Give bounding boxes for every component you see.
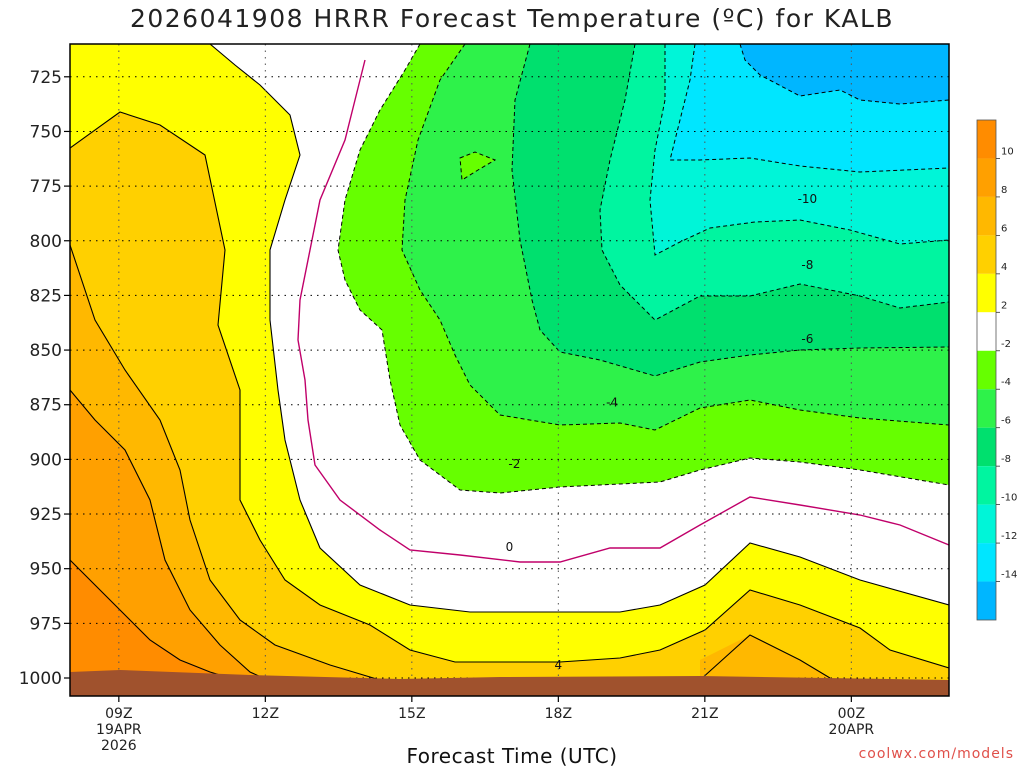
colorbar-swatch <box>977 312 996 351</box>
contour-labels: -10 -8 -6 -4 -2 0 4 <box>506 192 818 672</box>
colorbar-swatch <box>977 389 996 428</box>
contour-8 <box>70 389 291 691</box>
colorbar-label: -12 <box>1001 531 1017 542</box>
positive-contours <box>70 44 949 691</box>
y-axis: 725 750 775 800 825 850 875 900 925 950 975 1000 <box>19 68 70 689</box>
x-axis-label: Forecast Time (UTC) <box>406 744 618 768</box>
contour-2 <box>209 44 949 613</box>
x-tick-label: 12Z <box>252 706 279 722</box>
contour-label: -8 <box>801 258 813 272</box>
colorbar-frame <box>976 119 997 621</box>
colorbar-swatch <box>977 120 996 159</box>
contour-label: 0 <box>506 540 514 554</box>
colorbar-swatch <box>977 235 996 274</box>
chart-title: 2026041908 HRRR Forecast Temperature (ºC… <box>129 4 895 33</box>
colorbar: 10 8 6 4 2 -2 -4 -6 -8 -10 -12 -14 <box>976 119 1017 621</box>
contour-label: -4 <box>606 396 618 410</box>
y-tick-label: 825 <box>30 286 62 306</box>
y-tick-label: 950 <box>30 560 62 580</box>
colorbar-label: 10 <box>1001 146 1014 157</box>
colorbar-swatch <box>977 196 996 236</box>
contour-m12 <box>669 44 949 173</box>
colorbar-label: -14 <box>1001 570 1017 581</box>
colorbar-swatch <box>977 543 996 582</box>
negative-contours <box>337 44 949 494</box>
colorbar-label: 6 <box>1001 223 1007 234</box>
y-tick-label: 850 <box>30 341 62 361</box>
colorbar-swatch <box>977 427 996 467</box>
contour-label: 4 <box>555 658 563 672</box>
fill-cold-pocket <box>460 152 495 180</box>
x-tick-sublabel: 2026 <box>101 738 137 754</box>
plot-area <box>70 44 949 696</box>
colorbar-label: -4 <box>1001 377 1011 388</box>
grid-lines <box>70 44 949 696</box>
contour-m8 <box>599 44 949 321</box>
colorbar-label: -10 <box>1001 493 1017 504</box>
contour-6 <box>70 244 381 681</box>
x-tick-label: 21Z <box>691 706 718 722</box>
ground-strip <box>70 670 949 696</box>
x-tick-label: 00Z <box>838 706 865 722</box>
y-tick-label: 875 <box>30 396 62 416</box>
contour-pocket <box>459 151 497 181</box>
colorbar-label: -6 <box>1001 416 1011 427</box>
contour-label: -2 <box>508 457 520 471</box>
colorbar-swatch <box>977 350 996 390</box>
contour-10 <box>70 559 231 679</box>
contour-m10 <box>649 44 949 256</box>
colorbar-swatch <box>977 504 996 544</box>
contour-4 <box>70 111 949 669</box>
colorbar-swatch <box>977 273 996 313</box>
colorbar-label: 8 <box>1001 185 1007 196</box>
y-tick-label: 800 <box>30 232 62 252</box>
colorbar-swatch <box>977 158 996 197</box>
fill-warm-local <box>700 635 830 680</box>
contour-label: -10 <box>798 192 818 206</box>
x-tick-label: 15Z <box>398 706 425 722</box>
contour-warm-local <box>699 634 831 681</box>
plot-frame <box>69 43 950 697</box>
fill-below-m14 <box>740 44 949 104</box>
y-tick-label: 925 <box>30 505 62 525</box>
x-tick-sublabel: 19APR <box>96 722 142 738</box>
colorbar-label: -8 <box>1001 454 1011 465</box>
y-tick-label: 900 <box>30 450 62 470</box>
colorbar-swatch <box>977 581 996 620</box>
contour-label: -6 <box>801 332 813 346</box>
fill-above-10 <box>70 560 230 680</box>
x-tick-label: 18Z <box>545 706 572 722</box>
y-tick-label: 725 <box>30 68 62 88</box>
y-tick-label: 750 <box>30 122 62 142</box>
colorbar-label: 4 <box>1001 262 1007 273</box>
x-tick-label: 09Z <box>105 706 132 722</box>
y-tick-label: 1000 <box>19 669 62 689</box>
colorbar-swatch <box>977 466 996 505</box>
colorbar-label: 2 <box>1001 300 1007 311</box>
colorbar-label: -2 <box>1001 339 1011 350</box>
x-tick-sublabel: 20APR <box>829 722 875 738</box>
y-tick-label: 975 <box>30 614 62 634</box>
y-tick-label: 775 <box>30 177 62 197</box>
contour-m2 <box>337 44 949 494</box>
contour-0 <box>297 59 949 563</box>
credit-link[interactable]: coolwx.com/models <box>858 746 1014 762</box>
